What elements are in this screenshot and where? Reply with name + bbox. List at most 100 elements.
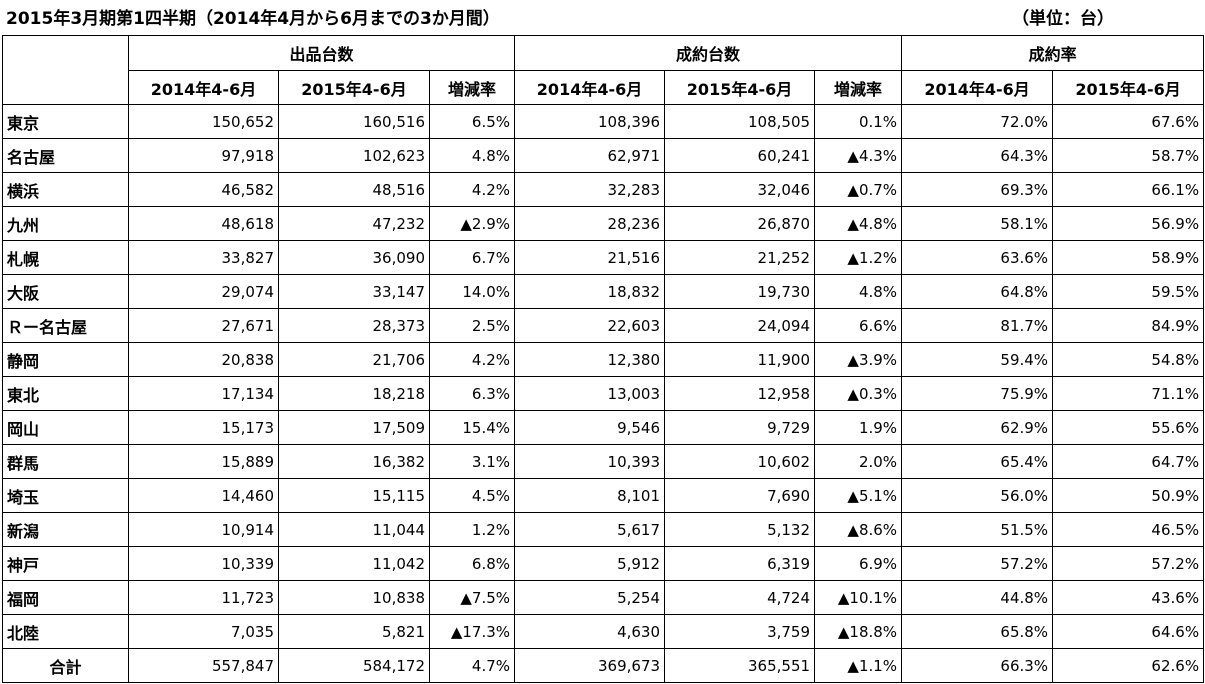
value-cell: 58.1% xyxy=(901,206,1054,241)
group-header-contract-rate: 成約率 xyxy=(901,35,1205,71)
document-title: 2015年3月期第1四半期（2014年4月から6月までの3か月間） xyxy=(6,9,500,29)
value-cell: 32,283 xyxy=(514,172,666,207)
value-cell: 4.5% xyxy=(428,478,516,513)
value-cell: 62,971 xyxy=(514,138,666,173)
branch-name: 札幌 xyxy=(2,240,129,275)
value-cell: 22,603 xyxy=(514,308,666,343)
value-cell: 43.6% xyxy=(1052,580,1205,615)
value-cell: 369,673 xyxy=(514,648,666,683)
value-cell: 0.1% xyxy=(814,104,903,139)
value-cell: 54.8% xyxy=(1052,342,1205,377)
value-cell: 62.9% xyxy=(901,410,1054,445)
value-cell: ▲17.3% xyxy=(428,614,516,649)
value-cell: 48,516 xyxy=(278,172,430,207)
value-cell: 12,380 xyxy=(514,342,666,377)
column-header: 2015年4-6月 xyxy=(278,70,430,105)
value-cell: 10,339 xyxy=(128,546,279,581)
value-cell: 4.7% xyxy=(428,648,516,683)
table-row: 東京 150,652 160,516 6.5% 108,396 108,505 0.1% 72… xyxy=(2,104,1205,139)
value-cell: ▲4.8% xyxy=(814,206,903,241)
value-cell: 365,551 xyxy=(664,648,816,683)
value-cell: 11,044 xyxy=(278,512,430,547)
value-cell: 5,912 xyxy=(514,546,666,581)
table-body: 東京 150,652 160,516 6.5% 108,396 108,505 0.1% 72… xyxy=(2,104,1205,683)
value-cell: ▲1.2% xyxy=(814,240,903,275)
auction-stats-table: 出品台数 成約台数 成約率 2014年4-6月 2015年4-6月 増減率 2014年… xyxy=(2,35,1205,683)
value-cell: 2.0% xyxy=(814,444,903,479)
branch-name: 群馬 xyxy=(2,444,129,479)
value-cell: 21,516 xyxy=(514,240,666,275)
value-cell: 19,730 xyxy=(664,274,816,309)
value-cell: 36,090 xyxy=(278,240,430,275)
value-cell: 150,652 xyxy=(128,104,279,139)
value-cell: 60,241 xyxy=(664,138,816,173)
value-cell: 58.7% xyxy=(1052,138,1205,173)
value-cell: 69.3% xyxy=(901,172,1054,207)
value-cell: 62.6% xyxy=(1052,648,1205,683)
value-cell: 57.2% xyxy=(1052,546,1205,581)
table-row: 大阪 29,074 33,147 14.0% 18,832 19,730 4.8% 64.8%… xyxy=(2,274,1205,309)
value-cell: 24,094 xyxy=(664,308,816,343)
table-row: 九州 48,618 47,232 ▲2.9% 28,236 26,870 ▲4.8% 58.1… xyxy=(2,206,1205,241)
value-cell: 65.8% xyxy=(901,614,1054,649)
value-cell: 47,232 xyxy=(278,206,430,241)
column-header: 2014年4-6月 xyxy=(128,70,279,105)
value-cell: 6,319 xyxy=(664,546,816,581)
value-cell: 14.0% xyxy=(428,274,516,309)
column-header: 増減率 xyxy=(428,70,516,105)
value-cell: 81.7% xyxy=(901,308,1054,343)
value-cell: 6.7% xyxy=(428,240,516,275)
value-cell: 102,623 xyxy=(278,138,430,173)
value-cell: 108,505 xyxy=(664,104,816,139)
value-cell: 44.8% xyxy=(901,580,1054,615)
value-cell: 63.6% xyxy=(901,240,1054,275)
table-row: 新潟 10,914 11,044 1.2% 5,617 5,132 ▲8.6% 51.5% 46… xyxy=(2,512,1205,547)
value-cell: 55.6% xyxy=(1052,410,1205,445)
column-header: 増減率 xyxy=(814,70,903,105)
table-row: 北陸 7,035 5,821 ▲17.3% 4,630 3,759 ▲18.8% 65.8% 6… xyxy=(2,614,1205,649)
value-cell: 57.2% xyxy=(901,546,1054,581)
value-cell: 6.8% xyxy=(428,546,516,581)
value-cell: 3.1% xyxy=(428,444,516,479)
value-cell: 64.7% xyxy=(1052,444,1205,479)
table-row: 埼玉 14,460 15,115 4.5% 8,101 7,690 ▲5.1% 56.0% 50… xyxy=(2,478,1205,513)
value-cell: 75.9% xyxy=(901,376,1054,411)
value-cell: 108,396 xyxy=(514,104,666,139)
value-cell: 3,759 xyxy=(664,614,816,649)
value-cell: 5,132 xyxy=(664,512,816,547)
value-cell: 66.3% xyxy=(901,648,1054,683)
value-cell: 17,509 xyxy=(278,410,430,445)
group-header-row: 出品台数 成約台数 成約率 xyxy=(2,35,1205,105)
value-cell: ▲1.1% xyxy=(814,648,903,683)
column-header: 2015年4-6月 xyxy=(1052,70,1205,105)
value-cell: 10,838 xyxy=(278,580,430,615)
table-row: 名古屋 97,918 102,623 4.8% 62,971 60,241 ▲4.3% 64.… xyxy=(2,138,1205,173)
table-row: Ｒー名古屋 27,671 28,373 2.5% 22,603 24,094 6.6% 81.… xyxy=(2,308,1205,343)
column-header: 2014年4-6月 xyxy=(901,70,1054,105)
branch-name: 新潟 xyxy=(2,512,129,547)
value-cell: 160,516 xyxy=(278,104,430,139)
value-cell: 59.5% xyxy=(1052,274,1205,309)
branch-name: 東北 xyxy=(2,376,129,411)
total-row: 合計 557,847 584,172 4.7% 369,673 365,551 ▲1.1% 6… xyxy=(2,648,1205,683)
table-row: 静岡 20,838 21,706 4.2% 12,380 11,900 ▲3.9% 59.4%… xyxy=(2,342,1205,377)
value-cell: 21,706 xyxy=(278,342,430,377)
column-header: 2014年4-6月 xyxy=(514,70,666,105)
value-cell: 4.8% xyxy=(814,274,903,309)
value-cell: ▲0.7% xyxy=(814,172,903,207)
value-cell: 67.6% xyxy=(1052,104,1205,139)
branch-name: 横浜 xyxy=(2,172,129,207)
value-cell: 4.2% xyxy=(428,172,516,207)
value-cell: 20,838 xyxy=(128,342,279,377)
branch-name: 岡山 xyxy=(2,410,129,445)
value-cell: 4,630 xyxy=(514,614,666,649)
value-cell: 1.2% xyxy=(428,512,516,547)
value-cell: 48,618 xyxy=(128,206,279,241)
value-cell: 29,074 xyxy=(128,274,279,309)
value-cell: 6.6% xyxy=(814,308,903,343)
value-cell: ▲4.3% xyxy=(814,138,903,173)
value-cell: 16,382 xyxy=(278,444,430,479)
value-cell: 4.8% xyxy=(428,138,516,173)
value-cell: 28,373 xyxy=(278,308,430,343)
